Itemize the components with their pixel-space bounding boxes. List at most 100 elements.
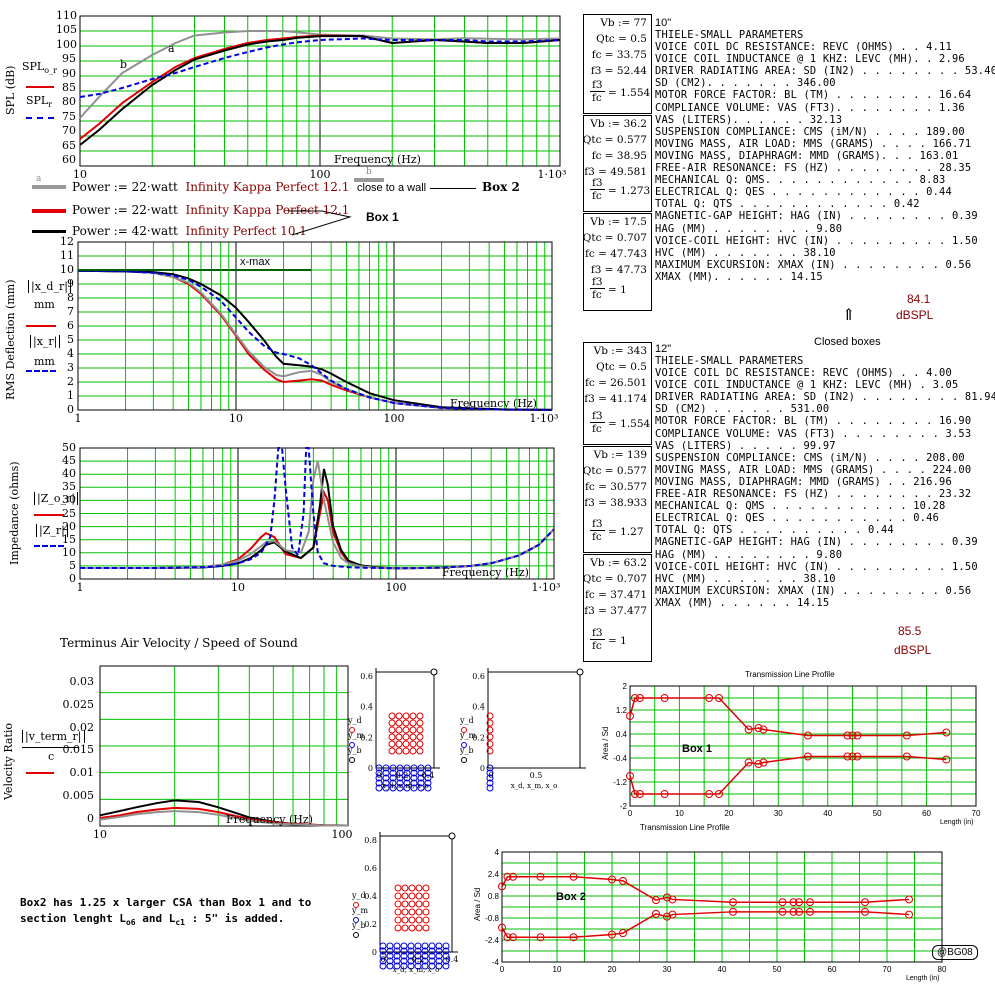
defl-ylabel: RMS Deflection (mm) xyxy=(4,279,17,400)
mini-point xyxy=(421,942,429,950)
series-line-black xyxy=(77,269,553,411)
mini-x-tick: 0.2 xyxy=(396,771,409,780)
imp-legend-bottom: |Z_r| xyxy=(36,524,68,537)
y-tick-label: 20 xyxy=(62,519,76,533)
mini-point xyxy=(396,769,404,777)
vb-box: Vb := 63.2 Qtc = 0.707 fc = 37.471 f3 = 37.… xyxy=(583,554,652,662)
mini-corner-point xyxy=(448,832,456,840)
mini-point xyxy=(395,740,403,748)
y-tick-label: 70 xyxy=(62,124,76,138)
mini-y-tick: 0.6 xyxy=(364,864,377,873)
mini-point xyxy=(486,719,494,727)
marker-b: b xyxy=(366,167,372,177)
series-line-blue-dashed xyxy=(79,37,561,98)
box1-pointer xyxy=(288,210,352,236)
mini-point xyxy=(410,779,418,787)
mini-point xyxy=(403,769,411,777)
note-line2: section lenght Lo6 and Lc1 : 5" is added… xyxy=(20,912,285,928)
mini-point xyxy=(402,747,410,755)
tl-point xyxy=(843,731,852,740)
vb-box-line: f3 = 47.73 xyxy=(590,264,647,276)
vb-box: Vb := 36.2 Qtc = 0.577 fc = 38.95 f3 = 49.5… xyxy=(583,115,652,212)
tl-series-lower xyxy=(501,911,910,938)
mini-point xyxy=(396,774,404,782)
mini-frame-line xyxy=(487,671,581,768)
x-tick-label: 10 xyxy=(231,581,245,594)
mini-point xyxy=(401,916,409,924)
mini-point xyxy=(388,747,396,755)
y-tick-label: 95 xyxy=(62,52,76,66)
tl-point xyxy=(663,912,671,921)
mini-corner-point xyxy=(430,668,438,676)
tl-point xyxy=(861,907,869,916)
power-row-1: Power := 22·watt Infinity Kappa Perfect … xyxy=(72,180,427,194)
mini-point xyxy=(407,942,415,950)
mini-point xyxy=(382,769,390,777)
y-tick-label: 35 xyxy=(62,480,76,494)
y-tick-label: 12 xyxy=(60,235,74,248)
mini-point xyxy=(414,962,422,970)
mini-y-tick: 0 xyxy=(372,948,377,957)
x-tick-label: 1·10³ xyxy=(538,168,567,181)
x-tick-label: 1 xyxy=(75,412,82,425)
mini-point xyxy=(409,733,417,741)
tl-point xyxy=(668,910,677,919)
mini-legend-point xyxy=(461,727,467,733)
plot-frame xyxy=(77,241,553,411)
mini-point xyxy=(407,952,415,960)
y-tick-label: 60 xyxy=(62,153,76,166)
y-tick-label: 1.2 xyxy=(616,706,628,715)
f3-fc-ratio: = 1.27 xyxy=(608,526,644,538)
vb-box: Vb := 17.5 Qtc = 0.707 fc = 47.743 f3 = 47.… xyxy=(583,213,652,311)
mini-point xyxy=(393,947,401,955)
tl-point xyxy=(848,752,857,761)
mini-point xyxy=(416,712,424,720)
vb-box-line: fc = 33.75 xyxy=(591,49,647,61)
tl-point xyxy=(608,875,616,884)
spl-legend-bottom: SPLr xyxy=(26,94,53,110)
mini-point xyxy=(394,908,402,916)
mini-point xyxy=(379,962,387,970)
f3-fc-fraction: f3 fc xyxy=(590,79,605,104)
x-tick-label: 100 xyxy=(384,412,405,425)
f3-fc-fraction: f3 fc xyxy=(590,518,605,543)
tl-point xyxy=(608,930,616,939)
mini-point xyxy=(386,957,394,965)
mini-point xyxy=(401,884,409,892)
tl-point xyxy=(902,752,911,761)
defl-legend-bottom: |x_r| xyxy=(30,335,61,348)
spl-legend-blue-line xyxy=(26,117,54,119)
mini-y-label: y_b xyxy=(351,921,366,930)
tl-point xyxy=(509,933,517,942)
y-tick-label: 65 xyxy=(62,138,76,152)
mini-y-label: y_m xyxy=(347,731,365,740)
vb-box-line: fc = 26.501 xyxy=(585,377,647,389)
mini-point xyxy=(379,947,387,955)
mini-point xyxy=(386,952,394,960)
mini-point xyxy=(435,947,443,955)
tl-point xyxy=(853,752,862,761)
x-tick-label: 20 xyxy=(608,965,617,974)
mini-point xyxy=(422,924,430,932)
mini-point xyxy=(388,733,396,741)
mini-legend-point xyxy=(353,902,359,908)
mini-point xyxy=(416,726,424,734)
y-tick-label: 75 xyxy=(62,109,76,123)
plot-frame xyxy=(79,447,555,580)
mini-point xyxy=(394,900,402,908)
vb-box-line: Vb := 36.2 xyxy=(590,118,647,130)
x-axis-label: Frequency (Hz) xyxy=(442,566,529,579)
mini-y-label: y_b xyxy=(459,746,474,755)
mini-point xyxy=(422,892,430,900)
mini-point xyxy=(401,892,409,900)
mini-point xyxy=(394,924,402,932)
mini-point xyxy=(421,947,429,955)
vb-box-line: fc = 37.471 xyxy=(585,589,647,601)
mini-y-label: y_m xyxy=(351,906,369,915)
x-tick-label: 1 xyxy=(77,581,84,594)
tl-point xyxy=(498,923,506,932)
vb-box: Vb := 139 Qtc = 0.577 fc = 30.577 f3 = 38.9… xyxy=(583,446,652,553)
mini-point xyxy=(394,884,402,892)
vel-legend-red-line xyxy=(26,772,54,774)
tl-point xyxy=(498,882,506,891)
